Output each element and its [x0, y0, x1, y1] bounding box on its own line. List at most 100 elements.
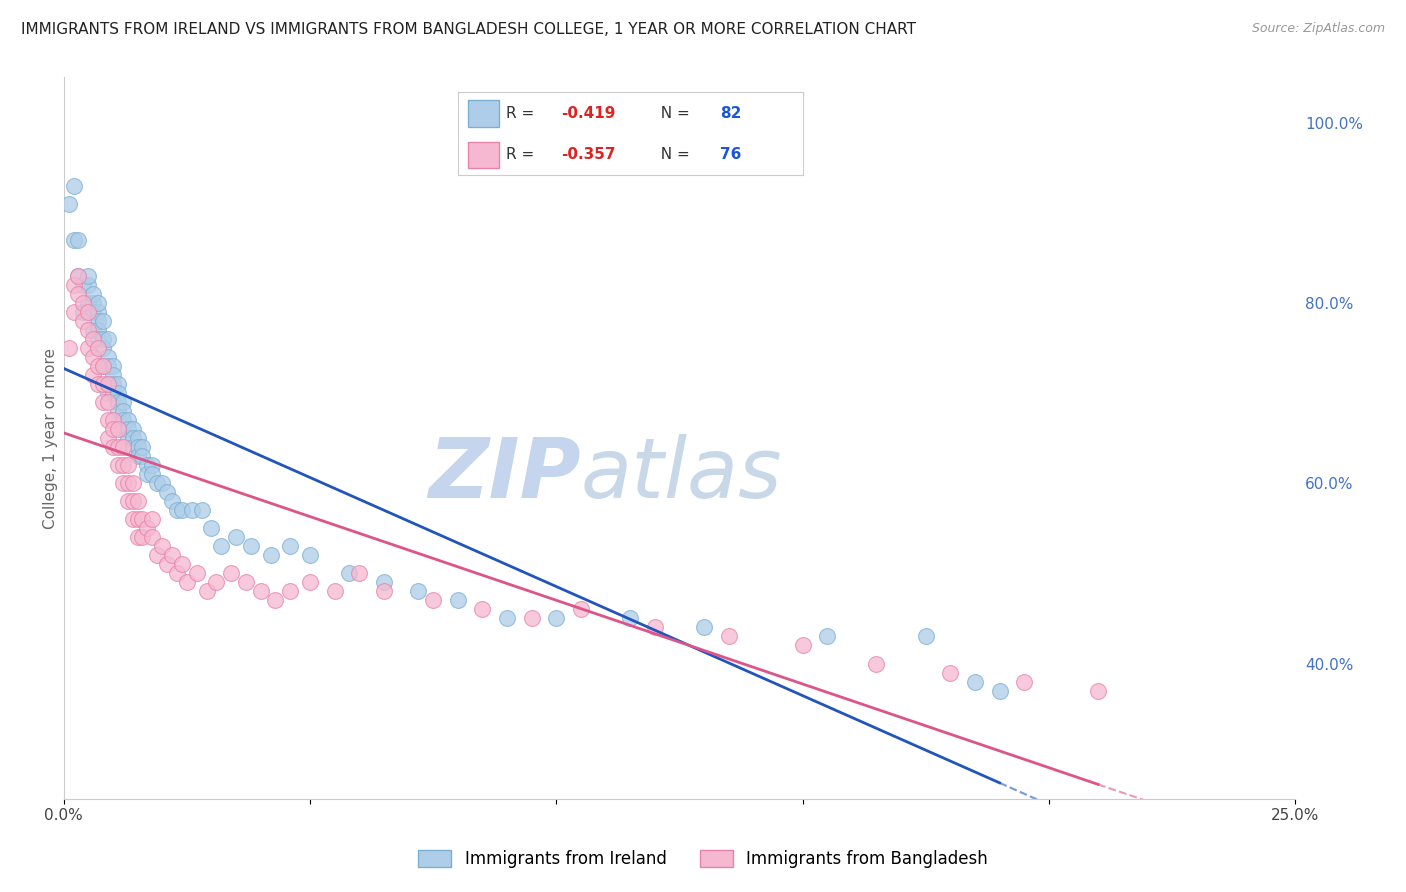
- Point: [239, 539, 262, 553]
- Point: [107, 376, 129, 391]
- Point: [546, 611, 568, 625]
- Point: [141, 530, 163, 544]
- Point: [111, 404, 134, 418]
- Point: [77, 305, 100, 319]
- Point: [97, 350, 120, 364]
- Point: [131, 530, 153, 544]
- Point: [107, 440, 129, 454]
- Point: [190, 503, 212, 517]
- Point: [146, 549, 169, 563]
- Point: [121, 431, 143, 445]
- Point: [62, 233, 84, 247]
- Point: [77, 341, 100, 355]
- Point: [97, 431, 120, 445]
- Point: [131, 440, 153, 454]
- Point: [259, 549, 281, 563]
- Point: [337, 566, 360, 581]
- Point: [101, 376, 124, 391]
- Point: [127, 449, 149, 463]
- Point: [127, 431, 149, 445]
- Point: [97, 376, 120, 391]
- Point: [792, 639, 814, 653]
- Point: [865, 657, 887, 671]
- Point: [97, 376, 120, 391]
- Point: [914, 630, 936, 644]
- Point: [58, 196, 80, 211]
- Point: [195, 584, 218, 599]
- Point: [323, 584, 346, 599]
- Point: [101, 422, 124, 436]
- Legend: Immigrants from Ireland, Immigrants from Bangladesh: Immigrants from Ireland, Immigrants from…: [411, 843, 995, 875]
- Point: [72, 277, 94, 292]
- Point: [988, 683, 1011, 698]
- Point: [82, 368, 104, 382]
- Point: [693, 620, 716, 634]
- Point: [939, 665, 962, 680]
- Point: [91, 359, 114, 373]
- Point: [91, 314, 114, 328]
- Point: [127, 530, 149, 544]
- Point: [117, 413, 139, 427]
- Point: [62, 178, 84, 193]
- Point: [127, 440, 149, 454]
- Point: [225, 530, 247, 544]
- Point: [97, 386, 120, 401]
- Point: [160, 549, 183, 563]
- Point: [156, 485, 179, 500]
- Point: [87, 332, 110, 346]
- Point: [136, 521, 159, 535]
- Point: [97, 413, 120, 427]
- Point: [205, 575, 228, 590]
- Y-axis label: College, 1 year or more: College, 1 year or more: [44, 348, 58, 529]
- Point: [447, 593, 470, 607]
- Point: [107, 422, 129, 436]
- Point: [82, 350, 104, 364]
- Point: [101, 368, 124, 382]
- Point: [111, 422, 134, 436]
- Point: [121, 476, 143, 491]
- Point: [101, 440, 124, 454]
- Point: [111, 476, 134, 491]
- Point: [77, 277, 100, 292]
- Point: [117, 431, 139, 445]
- Point: [136, 458, 159, 472]
- Point: [107, 395, 129, 409]
- Point: [107, 386, 129, 401]
- Text: atlas: atlas: [581, 434, 783, 515]
- Point: [471, 602, 494, 616]
- Point: [121, 512, 143, 526]
- Point: [117, 494, 139, 508]
- Point: [219, 566, 242, 581]
- Point: [111, 440, 134, 454]
- Point: [180, 503, 202, 517]
- Point: [67, 268, 90, 283]
- Point: [249, 584, 271, 599]
- Point: [67, 286, 90, 301]
- Point: [298, 549, 321, 563]
- Point: [815, 630, 838, 644]
- Point: [72, 314, 94, 328]
- Point: [58, 341, 80, 355]
- Point: [107, 458, 129, 472]
- Point: [101, 413, 124, 427]
- Point: [77, 296, 100, 310]
- Point: [91, 376, 114, 391]
- Point: [87, 323, 110, 337]
- Point: [1012, 674, 1035, 689]
- Point: [121, 494, 143, 508]
- Point: [373, 584, 395, 599]
- Point: [141, 467, 163, 482]
- Point: [619, 611, 641, 625]
- Point: [298, 575, 321, 590]
- Text: Source: ZipAtlas.com: Source: ZipAtlas.com: [1251, 22, 1385, 36]
- Point: [72, 305, 94, 319]
- Point: [101, 386, 124, 401]
- Point: [146, 476, 169, 491]
- Point: [496, 611, 519, 625]
- Point: [136, 467, 159, 482]
- Point: [87, 314, 110, 328]
- Point: [347, 566, 370, 581]
- Point: [91, 359, 114, 373]
- Point: [97, 395, 120, 409]
- Point: [160, 494, 183, 508]
